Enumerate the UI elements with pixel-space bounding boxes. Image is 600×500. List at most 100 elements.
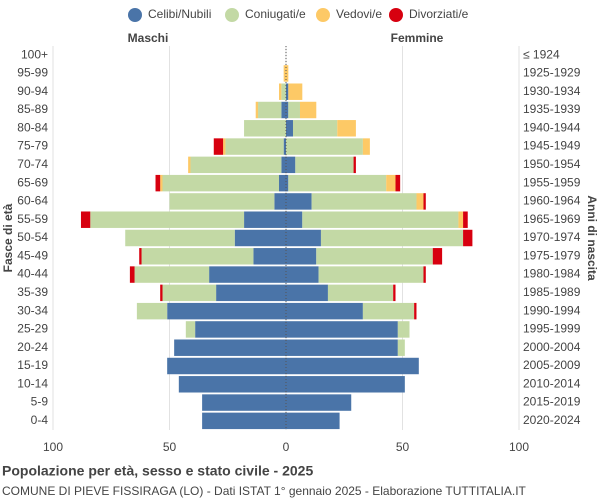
bar-female <box>286 193 312 210</box>
legend-marker <box>316 8 330 22</box>
bar-male <box>188 156 191 174</box>
bar-male <box>190 156 282 174</box>
y-tick-label: 25-29 <box>17 322 48 336</box>
bar-male <box>160 284 163 302</box>
bar-female <box>362 302 415 320</box>
bar-female <box>292 120 338 137</box>
bar-female <box>286 229 321 247</box>
y2-tick-label: 1970-1974 <box>523 230 581 244</box>
y2-tick-label: 2015-2019 <box>523 395 581 409</box>
bar-female <box>286 65 289 82</box>
y2-tick-label: 1965-1969 <box>523 212 581 226</box>
bar-female <box>393 284 396 302</box>
bar-female <box>286 321 398 338</box>
bar-female <box>286 138 363 155</box>
y-tick-label: 65-69 <box>17 175 48 189</box>
y2-tick-label: 1995-1999 <box>523 322 581 336</box>
y2-tick-label: 1960-1964 <box>523 194 581 208</box>
bar-female <box>463 229 473 247</box>
bar-female <box>432 248 443 265</box>
y-tick-label: 55-59 <box>17 212 48 226</box>
y-tick-label: 0-4 <box>31 413 49 427</box>
y-axis-label: Fasce di età <box>1 203 15 272</box>
bar-female <box>362 138 370 155</box>
bar-male <box>136 302 168 320</box>
y-tick-label: 15-19 <box>17 358 48 372</box>
bar-female <box>288 83 303 100</box>
legend-marker <box>225 8 239 22</box>
legend-label: Celibi/Nubili <box>148 7 211 21</box>
bar-female <box>286 376 405 393</box>
bar-female <box>286 394 352 411</box>
y-tick-label: 90-94 <box>17 84 48 98</box>
y-tick-label: 95-99 <box>17 66 48 80</box>
bar-female <box>397 321 410 338</box>
y2-tick-label: 1945-1949 <box>523 139 581 153</box>
x-tick-label: 100 <box>43 440 63 454</box>
y-tick-label: 85-89 <box>17 102 48 116</box>
bar-male <box>162 174 280 192</box>
y2-tick-label: ≤ 1924 <box>523 47 560 61</box>
bar-male <box>244 211 286 228</box>
bar-male <box>234 229 286 247</box>
y-tick-label: 75-79 <box>17 139 48 153</box>
y2-tick-label: 2005-2009 <box>523 358 581 372</box>
bar-female <box>286 120 293 137</box>
y2-tick-label: 1940-1944 <box>523 120 581 134</box>
y-tick-label: 60-64 <box>17 194 48 208</box>
bar-male <box>174 339 286 356</box>
y-tick-label: 45-49 <box>17 248 48 262</box>
y2-tick-label: 1955-1959 <box>523 175 581 189</box>
bar-male <box>167 302 286 320</box>
bar-female <box>286 211 303 228</box>
bar-female <box>337 120 356 137</box>
x-tick-label: 50 <box>396 440 410 454</box>
y-tick-label: 20-24 <box>17 340 48 354</box>
bar-male <box>178 376 286 393</box>
bar-female <box>311 193 417 210</box>
bar-female <box>286 248 317 265</box>
bar-male <box>195 321 286 338</box>
left-label: Maschi <box>128 31 169 45</box>
legend-label: Coniugati/e <box>245 7 306 21</box>
bar-female <box>397 339 405 356</box>
bar-male <box>244 120 286 137</box>
bar-male <box>225 138 284 155</box>
bar-male <box>169 193 275 210</box>
y2-tick-label: 1975-1979 <box>523 248 581 262</box>
bar-female <box>299 101 317 119</box>
legend-label: Divorziati/e <box>409 7 469 21</box>
bar-male <box>202 394 286 411</box>
bar-female <box>327 284 394 302</box>
bar-female <box>286 284 328 302</box>
y2-tick-label: 1990-1994 <box>523 303 581 317</box>
bar-female <box>286 156 296 174</box>
y-tick-label: 40-44 <box>17 267 48 281</box>
bar-female <box>286 357 419 375</box>
bar-male <box>209 266 286 283</box>
bar-female <box>463 211 468 228</box>
y2-tick-label: 1985-1989 <box>523 285 581 299</box>
bar-male <box>274 193 286 210</box>
bar-female <box>288 101 300 119</box>
bar-male <box>255 101 259 119</box>
y2-tick-label: 1935-1939 <box>523 102 581 116</box>
y-tick-label: 10-14 <box>17 376 48 390</box>
bar-male <box>141 248 254 265</box>
bar-male <box>90 211 245 228</box>
y2-tick-label: 1925-1929 <box>523 66 581 80</box>
bar-female <box>414 302 417 320</box>
bar-female <box>286 302 363 320</box>
bar-female <box>295 156 354 174</box>
chart-subtitle: COMUNE DI PIEVE FISSIRAGA (LO) - Dati IS… <box>2 484 527 498</box>
x-tick-label: 50 <box>163 440 177 454</box>
bar-female <box>416 193 424 210</box>
bar-male <box>167 357 286 375</box>
bar-male <box>160 174 163 192</box>
bar-female <box>320 229 464 247</box>
y2-axis-label: Anni di nascita <box>585 195 599 281</box>
bar-male <box>281 156 286 174</box>
bar-female <box>386 174 396 192</box>
bar-female <box>286 412 340 430</box>
